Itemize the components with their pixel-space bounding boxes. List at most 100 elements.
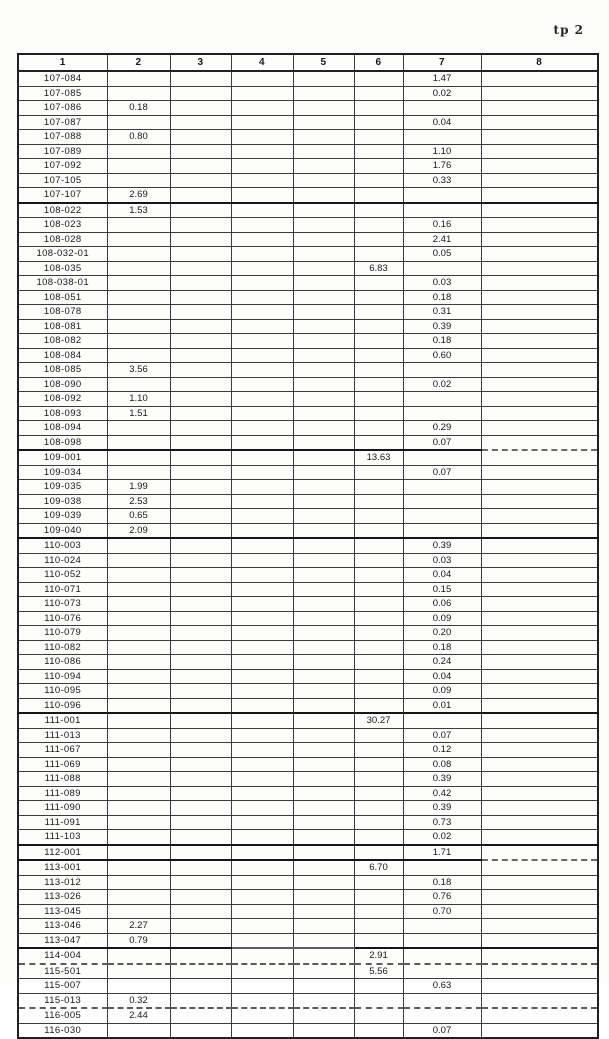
value-cell [292,391,355,407]
value-cell [480,1022,599,1039]
value-cell [292,129,355,145]
value-cell [402,493,482,509]
value-cell [230,814,294,830]
row-label-cell: 111-089 [17,785,108,801]
value-cell [106,859,171,876]
value-cell [480,596,599,612]
value-cell: 0.18 [402,874,482,890]
value-cell [230,1007,294,1024]
value-cell [292,464,355,480]
row-label-cell: 113-046 [17,918,108,934]
table-row: 111-103 0.02 [17,829,599,845]
table-row: 109-035 1.99 [17,479,599,495]
table-row: 109-034 0.07 [17,464,599,480]
value-cell [480,978,599,994]
column-header: 8 [480,53,599,72]
value-cell [292,493,355,509]
value-cell [169,639,232,655]
row-label-cell: 109-038 [17,493,108,509]
value-cell [292,187,355,203]
value-cell [106,114,171,130]
value-cell [480,201,599,218]
row-label-cell: 108-078 [17,304,108,320]
value-cell [292,231,355,247]
value-cell [353,347,404,363]
value-cell [480,639,599,655]
row-label-cell: 107-088 [17,129,108,145]
value-cell [480,567,599,583]
value-cell [230,742,294,758]
value-cell: 0.07 [402,727,482,743]
value-cell [292,639,355,655]
value-cell [353,552,404,568]
value-cell [353,333,404,349]
value-cell [292,992,355,1009]
value-cell [353,318,404,334]
value-cell [402,260,482,276]
value-cell [230,962,294,979]
value-cell [402,449,482,466]
value-cell [480,1007,599,1024]
value-cell [230,596,294,612]
table-row: 107-088 0.80 [17,129,599,145]
value-cell [292,625,355,641]
value-cell [480,449,599,466]
value-cell [353,405,404,421]
value-cell [292,610,355,626]
table-row: 110-096 0.01 [17,697,599,714]
value-cell: 0.07 [402,464,482,480]
value-cell [106,449,171,466]
value-cell [169,246,232,262]
value-cell [292,918,355,934]
value-cell [480,158,599,174]
value-cell [169,187,232,203]
value-cell [230,231,294,247]
value-cell [106,874,171,890]
value-cell [480,70,599,87]
value-cell [353,992,404,1009]
value-cell [480,859,599,876]
value-cell: 1.71 [402,843,482,861]
value-cell [169,800,232,816]
value-cell [169,289,232,305]
value-cell [353,304,404,320]
row-label-cell: 109-039 [17,508,108,524]
value-cell: 1.47 [402,70,482,87]
value-cell [169,962,232,979]
value-cell [106,771,171,787]
table-row: 108-092 1.10 [17,391,599,407]
value-cell [230,874,294,890]
value-cell [353,639,404,655]
value-cell [353,246,404,262]
row-label-cell: 113-047 [17,932,108,949]
value-cell [353,1022,404,1039]
value-cell [230,100,294,116]
value-cell [230,727,294,743]
table-row: 108-038-01 0.03 [17,275,599,291]
value-cell [353,829,404,845]
value-cell: 0.03 [402,552,482,568]
value-cell [480,231,599,247]
value-cell [106,596,171,612]
value-cell [106,1022,171,1039]
value-cell [292,567,355,583]
row-label-cell: 108-082 [17,333,108,349]
table-row: 110-024 0.03 [17,552,599,568]
value-cell [402,479,482,495]
row-label-cell: 110-071 [17,581,108,597]
value-cell [230,85,294,101]
value-cell [106,814,171,830]
value-cell [106,889,171,905]
value-cell [230,347,294,363]
value-cell [292,874,355,890]
row-label-cell: 110-082 [17,639,108,655]
row-label-cell: 110-024 [17,552,108,568]
value-cell [292,449,355,466]
value-cell [353,1007,404,1024]
row-label-cell: 108-081 [17,318,108,334]
table-row: 108-051 0.18 [17,289,599,305]
value-cell: 0.18 [106,100,171,116]
value-cell [353,742,404,758]
row-label-cell: 116-030 [17,1022,108,1039]
